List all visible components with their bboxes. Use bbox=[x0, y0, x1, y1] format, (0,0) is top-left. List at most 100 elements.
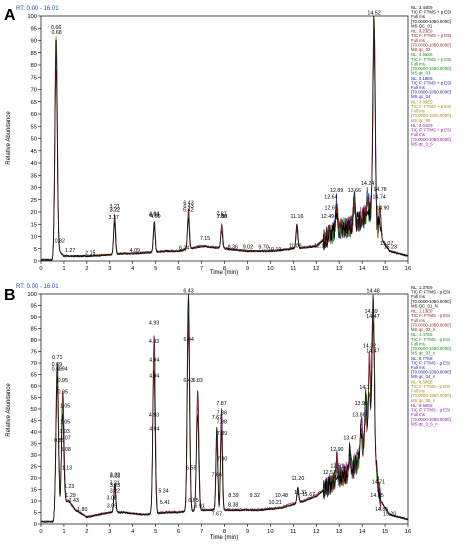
x-tick-label: 6 bbox=[177, 529, 180, 535]
legend-line: Full ms bbox=[411, 38, 425, 43]
x-tick-label: 6 bbox=[177, 266, 180, 272]
y-tick-label: 55 bbox=[31, 396, 37, 402]
peak-label: 5.41 bbox=[160, 500, 170, 506]
y-tick-label: 5 bbox=[34, 511, 37, 517]
peak-label: 0.94 bbox=[57, 367, 67, 373]
y-tick-label: 90 bbox=[31, 39, 37, 45]
peak-label: 7.90 bbox=[217, 456, 227, 462]
peak-label: 12.19 bbox=[314, 243, 327, 249]
legend-line: TIC F: FTMS - p ESI bbox=[411, 337, 450, 342]
legend-line: MS QC_01 bbox=[411, 23, 433, 28]
peak-label: 13.96 bbox=[355, 401, 368, 407]
y-tick-label: 60 bbox=[31, 112, 37, 118]
y-tick-label: 30 bbox=[31, 186, 37, 192]
peak-label: 2.15 bbox=[85, 251, 95, 257]
legend-line: Full ms bbox=[411, 365, 425, 370]
x-tick-label: 12 bbox=[313, 266, 319, 272]
legend-line: MS qc_02_n bbox=[411, 327, 436, 332]
peak-label: 3.21 bbox=[109, 204, 119, 210]
panel-b-x-axis-title: Time (min) bbox=[210, 535, 238, 541]
peak-label: 4.94 bbox=[149, 427, 159, 433]
y-tick-label: 70 bbox=[31, 88, 37, 94]
y-tick-label: 45 bbox=[31, 149, 37, 155]
peak-label: 7.67 bbox=[212, 512, 222, 518]
legend-line: TIC F: FTMS - p ESI bbox=[411, 290, 450, 295]
x-tick-label: 14 bbox=[359, 266, 366, 272]
peak-label: 3.22 bbox=[110, 208, 120, 214]
legend-line: Full ms bbox=[411, 389, 425, 394]
peak-label: 6.43 bbox=[183, 378, 193, 384]
peak-label: 12.57 bbox=[323, 470, 336, 476]
y-tick-label: 70 bbox=[31, 361, 37, 367]
peak-label: 4.93 bbox=[149, 339, 159, 345]
legend-line: NL: 1.47E9 bbox=[411, 332, 433, 337]
peak-label: 9.70 bbox=[258, 244, 268, 250]
peak-label: 7.67 bbox=[212, 415, 222, 421]
x-tick-label: 14 bbox=[359, 529, 366, 535]
peak-label: 15.23 bbox=[384, 244, 397, 250]
legend-line: [70.0000-1050.0000] bbox=[411, 113, 451, 118]
y-tick-label: 75 bbox=[31, 75, 37, 81]
x-tick-label: 13 bbox=[336, 529, 342, 535]
x-tick-label: 2 bbox=[85, 266, 88, 272]
legend-line: MS qc_04_n bbox=[411, 374, 436, 379]
y-tick-label: 55 bbox=[31, 124, 37, 130]
peak-label: 4.93 bbox=[149, 321, 159, 327]
x-tick-label: 5 bbox=[154, 266, 157, 272]
legend-line: MS QC_01_N bbox=[411, 303, 438, 308]
peak-label: 7.90 bbox=[217, 214, 227, 220]
peak-label: 5.34 bbox=[158, 489, 168, 495]
legend-line: TIC F: FTMS - p ESI bbox=[411, 360, 450, 365]
peak-label: 6.43 bbox=[183, 204, 193, 210]
x-tick-label: 16 bbox=[405, 529, 411, 535]
y-tick-label: 90 bbox=[31, 315, 37, 321]
legend-line: [70.0000-1050.0000] bbox=[411, 370, 451, 375]
peak-label: 1.80 bbox=[77, 507, 87, 513]
peak-label: 3.23 bbox=[110, 474, 120, 480]
panel-b-rt-range: RT: 0.00 - 16.01 bbox=[16, 284, 59, 290]
legend-line: [70.0000-1050.0000] bbox=[411, 417, 451, 422]
x-tick-label: 0 bbox=[39, 529, 42, 535]
panel-a: A RT: 0.00 - 16.01 051015202530354045505… bbox=[4, 5, 451, 276]
peak-label: 3.22 bbox=[110, 208, 120, 214]
peak-label: 1.23 bbox=[64, 484, 74, 490]
peak-label: 4.93 bbox=[149, 413, 159, 419]
legend-line: TIC F: FTMS + p ESI bbox=[411, 33, 451, 38]
peak-label: 4.94 bbox=[149, 211, 159, 217]
peak-label: 3.17 bbox=[109, 215, 119, 221]
y-tick-label: 80 bbox=[31, 63, 37, 69]
legend-line: Full ms bbox=[411, 109, 425, 114]
panel-a-y-ticks: 0 5 10 15 20 25 30 35 40 45 50 55 60 65 70 75 80 85 90 95 10… bbox=[27, 14, 41, 265]
peak-label: 14.39 bbox=[364, 309, 377, 315]
peak-label: 0.71 bbox=[52, 355, 62, 361]
x-tick-label: 4 bbox=[131, 529, 135, 535]
panel-b-y-axis-title: Relative Abundance bbox=[6, 383, 12, 437]
x-tick-label: 0 bbox=[39, 266, 42, 272]
peak-label: 7.88 bbox=[217, 420, 227, 426]
x-tick-label: 16 bbox=[405, 266, 411, 272]
peak-label: 7.88 bbox=[217, 214, 227, 220]
panel-a-x-axis-title: Time (min) bbox=[210, 270, 238, 276]
y-tick-label: 15 bbox=[31, 222, 37, 228]
y-tick-label: 0 bbox=[34, 522, 37, 528]
y-tick-label: 85 bbox=[31, 327, 37, 333]
peak-label: 12.64 bbox=[324, 194, 337, 200]
peak-label: 14.85 bbox=[375, 507, 388, 513]
peak-label: 3.22 bbox=[110, 489, 120, 495]
y-tick-label: 100 bbox=[27, 14, 37, 20]
y-tick-label: 35 bbox=[31, 173, 37, 179]
panel-b-letter: B bbox=[4, 287, 16, 304]
peak-label: 12.65 bbox=[325, 205, 338, 211]
peak-label: 0.68 bbox=[51, 30, 61, 36]
peak-label: 6.83 bbox=[193, 378, 203, 384]
legend-line: Full ms bbox=[411, 14, 425, 19]
peak-label: 10.48 bbox=[275, 493, 288, 499]
peak-label: 3.22 bbox=[110, 473, 120, 479]
peak-label: 1.08 bbox=[61, 447, 71, 453]
peak-label: 14.52 bbox=[367, 11, 380, 17]
panel-a-letter: A bbox=[4, 7, 16, 24]
x-tick-label: 11 bbox=[290, 266, 296, 272]
legend-line: [70.0000-1050.0000] bbox=[411, 137, 451, 142]
